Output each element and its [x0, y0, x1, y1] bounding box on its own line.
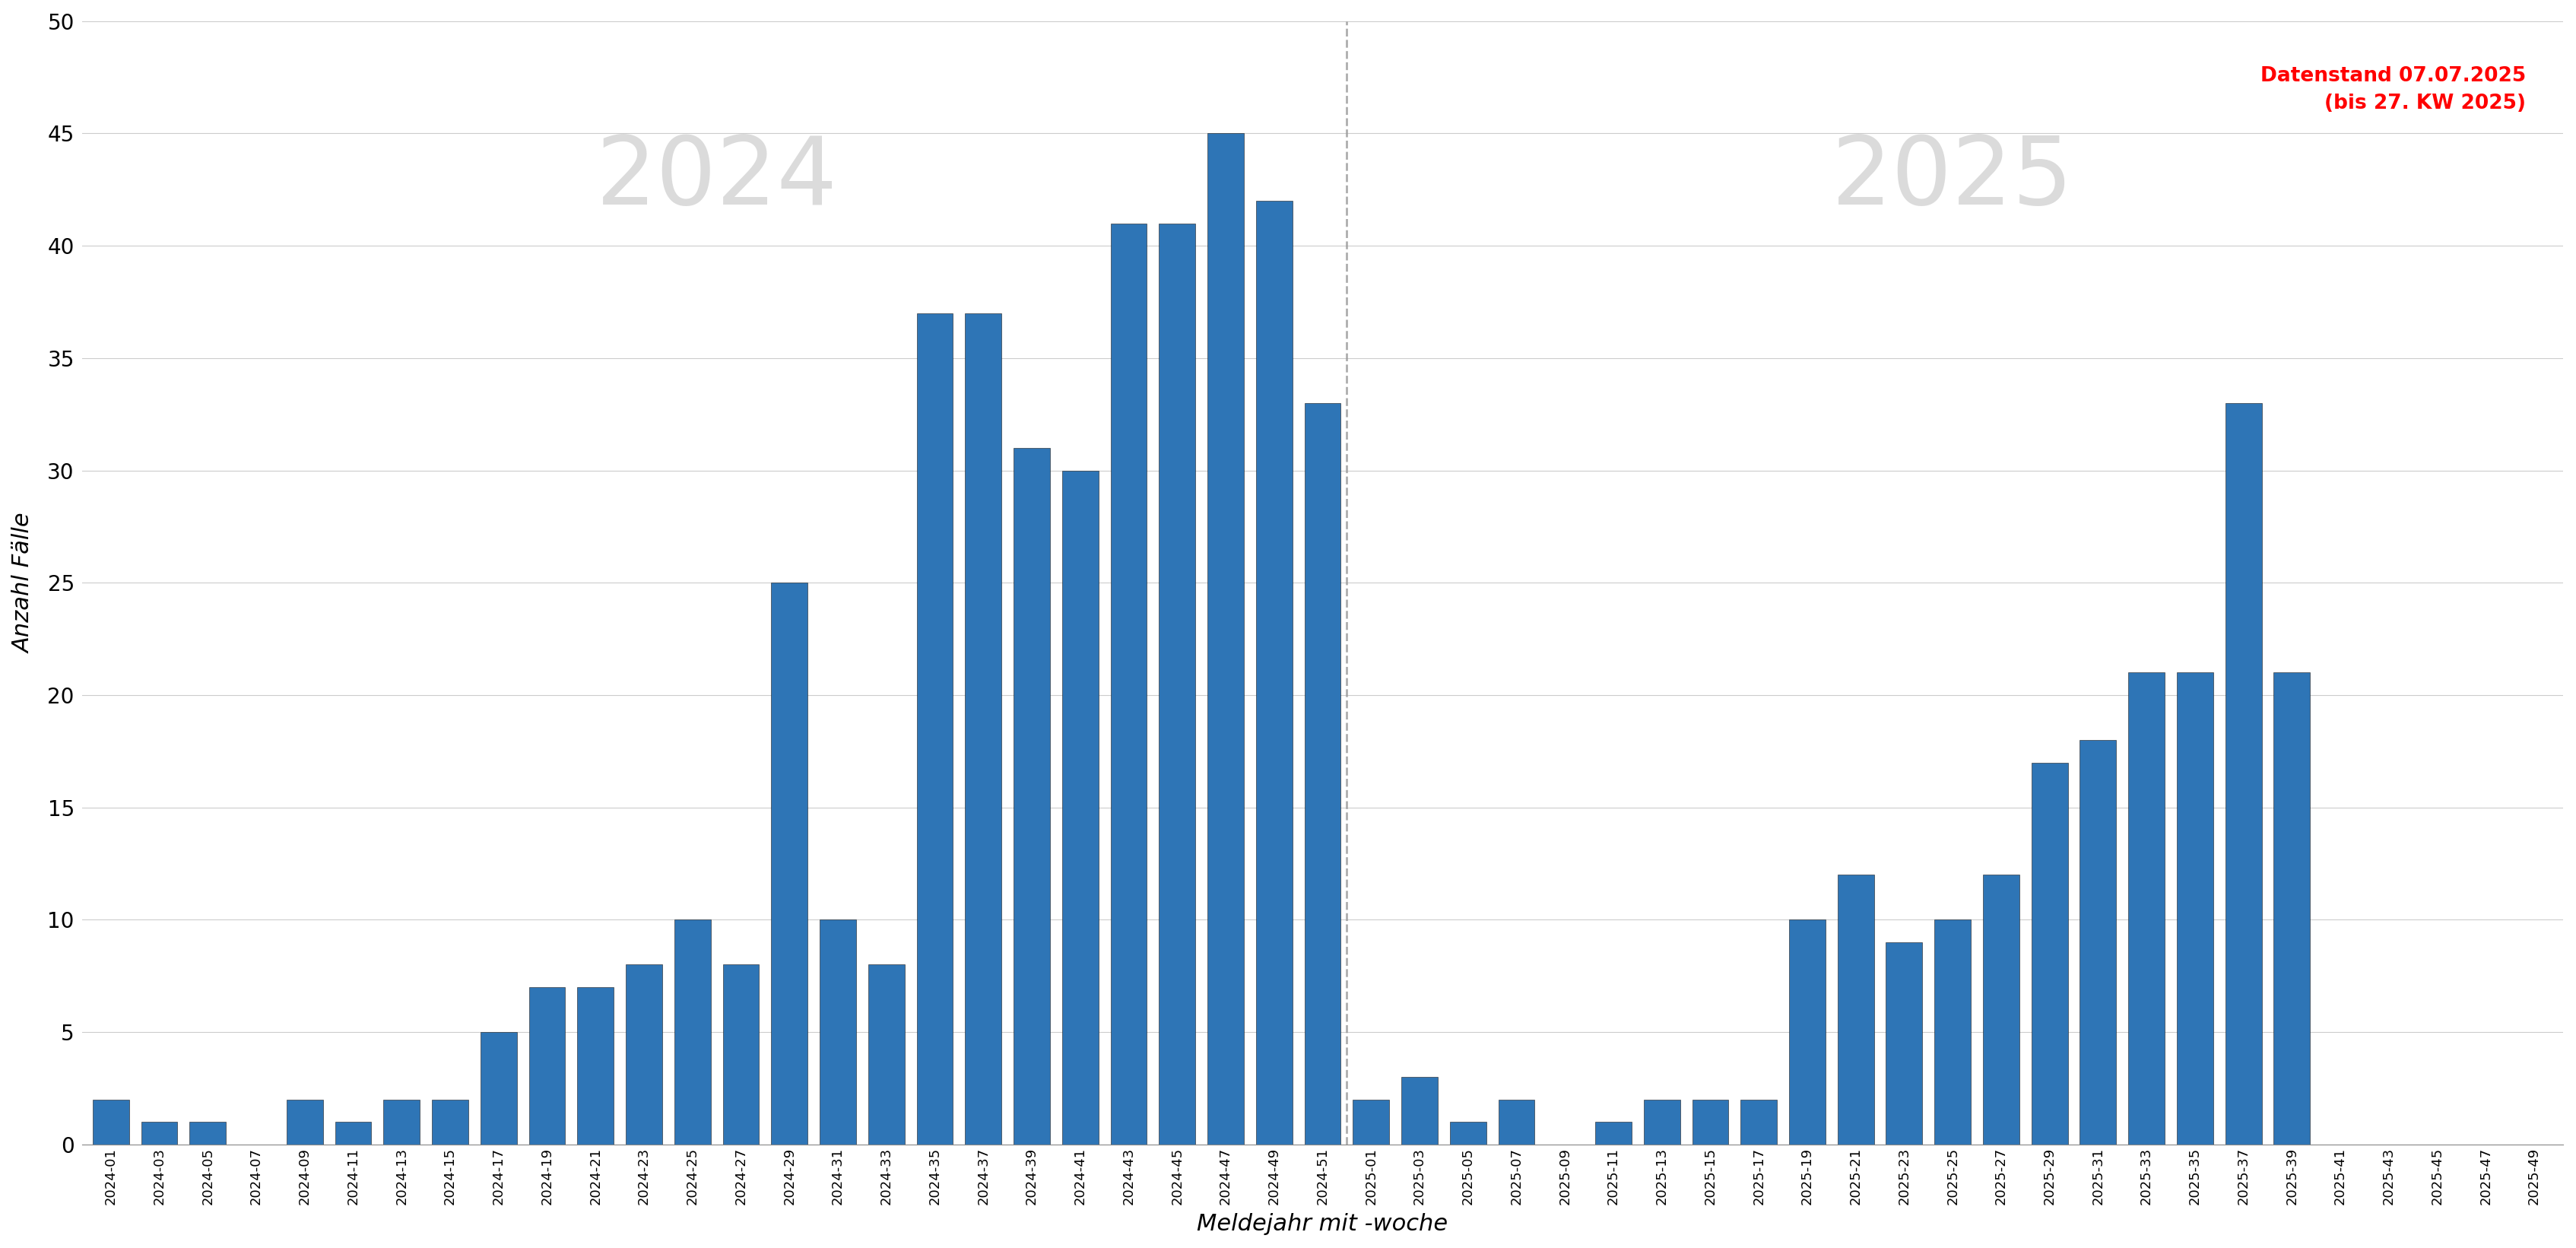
Bar — [335, 1122, 371, 1144]
Bar — [2128, 673, 2164, 1144]
Bar — [2275, 673, 2311, 1144]
Bar — [770, 583, 809, 1144]
Bar — [1935, 920, 1971, 1144]
Bar — [1595, 1122, 1631, 1144]
Bar — [1790, 920, 1826, 1144]
Bar — [142, 1122, 178, 1144]
Bar — [724, 965, 760, 1144]
Bar — [675, 920, 711, 1144]
Bar — [2032, 763, 2069, 1144]
Bar — [1208, 134, 1244, 1144]
Bar — [1110, 223, 1146, 1144]
Bar — [1257, 201, 1293, 1144]
Bar — [1450, 1122, 1486, 1144]
Bar — [1352, 1099, 1388, 1144]
Y-axis label: Anzahl Fälle: Anzahl Fälle — [13, 513, 33, 653]
Bar — [626, 965, 662, 1144]
Bar — [2226, 403, 2262, 1144]
Bar — [1643, 1099, 1680, 1144]
Bar — [482, 1032, 518, 1144]
Bar — [528, 987, 564, 1144]
Text: 2025: 2025 — [1832, 132, 2074, 225]
Bar — [819, 920, 855, 1144]
Bar — [191, 1122, 227, 1144]
Bar — [966, 313, 1002, 1144]
Bar — [577, 987, 613, 1144]
Bar — [917, 313, 953, 1144]
Bar — [2177, 673, 2213, 1144]
Bar — [1886, 942, 1922, 1144]
Bar — [1984, 875, 2020, 1144]
Bar — [1692, 1099, 1728, 1144]
Bar — [2079, 740, 2117, 1144]
Bar — [868, 965, 904, 1144]
Bar — [1012, 448, 1051, 1144]
Text: Datenstand 07.07.2025
(bis 27. KW 2025): Datenstand 07.07.2025 (bis 27. KW 2025) — [2262, 66, 2527, 114]
Bar — [1499, 1099, 1535, 1144]
X-axis label: Meldejahr mit -woche: Meldejahr mit -woche — [1198, 1213, 1448, 1236]
Bar — [1401, 1077, 1437, 1144]
Bar — [1159, 223, 1195, 1144]
Bar — [433, 1099, 469, 1144]
Bar — [93, 1099, 129, 1144]
Bar — [384, 1099, 420, 1144]
Bar — [1061, 470, 1097, 1144]
Bar — [1837, 875, 1873, 1144]
Text: 2024: 2024 — [595, 132, 837, 225]
Bar — [286, 1099, 322, 1144]
Bar — [1303, 403, 1340, 1144]
Bar — [1741, 1099, 1777, 1144]
